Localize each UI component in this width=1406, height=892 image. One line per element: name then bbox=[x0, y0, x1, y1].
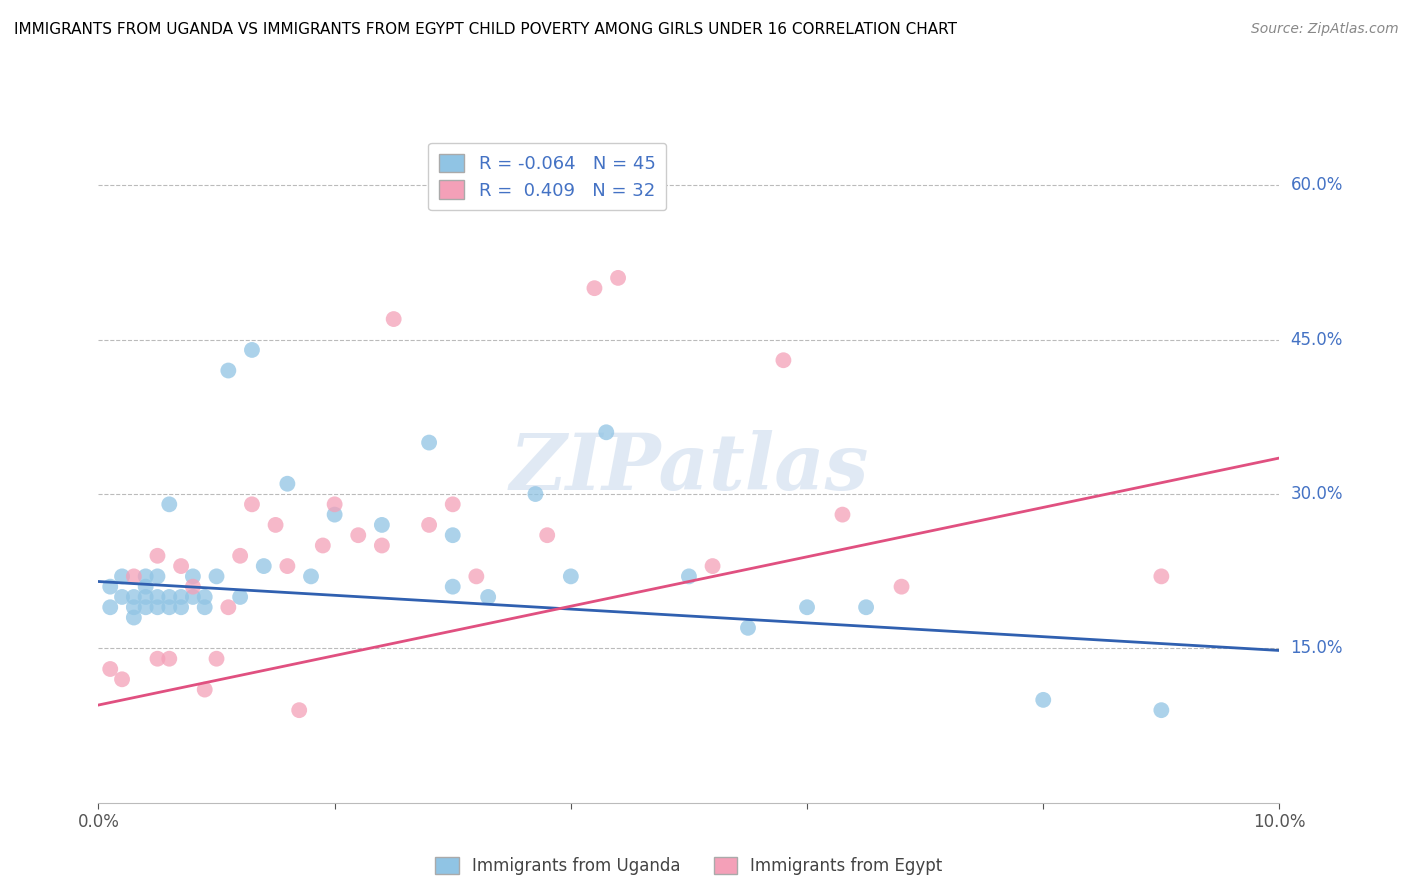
Text: IMMIGRANTS FROM UGANDA VS IMMIGRANTS FROM EGYPT CHILD POVERTY AMONG GIRLS UNDER : IMMIGRANTS FROM UGANDA VS IMMIGRANTS FRO… bbox=[14, 22, 957, 37]
Point bbox=[181, 580, 204, 594]
Text: 15.0%: 15.0% bbox=[1291, 640, 1343, 657]
Point bbox=[157, 600, 180, 615]
Point bbox=[441, 497, 464, 511]
Point bbox=[135, 590, 157, 604]
Point bbox=[135, 580, 157, 594]
Point bbox=[98, 580, 121, 594]
Point bbox=[205, 651, 228, 665]
Point bbox=[157, 590, 180, 604]
Point bbox=[371, 517, 394, 532]
Point bbox=[737, 621, 759, 635]
Point bbox=[194, 682, 217, 697]
Point bbox=[772, 353, 794, 368]
Point bbox=[229, 549, 252, 563]
Point bbox=[312, 539, 335, 553]
Point bbox=[441, 528, 464, 542]
Point bbox=[181, 569, 204, 583]
Point bbox=[170, 590, 193, 604]
Point bbox=[1032, 693, 1054, 707]
Point bbox=[98, 600, 121, 615]
Point bbox=[299, 569, 322, 583]
Point bbox=[205, 569, 228, 583]
Point bbox=[276, 476, 298, 491]
Point bbox=[240, 343, 263, 357]
Point bbox=[323, 508, 346, 522]
Point bbox=[111, 590, 134, 604]
Point bbox=[170, 600, 193, 615]
Point bbox=[607, 271, 630, 285]
Point bbox=[702, 559, 724, 574]
Point bbox=[240, 497, 263, 511]
Point bbox=[855, 600, 877, 615]
Point bbox=[678, 569, 700, 583]
Point bbox=[122, 569, 145, 583]
Point bbox=[536, 528, 558, 542]
Text: 60.0%: 60.0% bbox=[1291, 177, 1343, 194]
Point bbox=[122, 610, 145, 624]
Point bbox=[146, 590, 169, 604]
Point bbox=[98, 662, 121, 676]
Point bbox=[890, 580, 912, 594]
Point bbox=[157, 497, 180, 511]
Point bbox=[217, 600, 239, 615]
Text: 45.0%: 45.0% bbox=[1291, 331, 1343, 349]
Point bbox=[122, 600, 145, 615]
Point bbox=[135, 600, 157, 615]
Point bbox=[146, 600, 169, 615]
Point bbox=[217, 363, 239, 377]
Point bbox=[111, 569, 134, 583]
Point bbox=[323, 497, 346, 511]
Point bbox=[111, 673, 134, 687]
Text: Source: ZipAtlas.com: Source: ZipAtlas.com bbox=[1251, 22, 1399, 37]
Point bbox=[122, 590, 145, 604]
Point bbox=[135, 569, 157, 583]
Point bbox=[170, 559, 193, 574]
Point bbox=[276, 559, 298, 574]
Point bbox=[1150, 703, 1173, 717]
Point bbox=[264, 517, 287, 532]
Point bbox=[831, 508, 853, 522]
Point bbox=[441, 580, 464, 594]
Point bbox=[371, 539, 394, 553]
Point bbox=[418, 517, 440, 532]
Point bbox=[194, 600, 217, 615]
Point bbox=[524, 487, 547, 501]
Point bbox=[595, 425, 617, 440]
Point bbox=[465, 569, 488, 583]
Point bbox=[146, 651, 169, 665]
Point bbox=[146, 569, 169, 583]
Point bbox=[560, 569, 582, 583]
Text: ZIPatlas: ZIPatlas bbox=[509, 430, 869, 507]
Point bbox=[583, 281, 606, 295]
Point bbox=[477, 590, 499, 604]
Point bbox=[1150, 569, 1173, 583]
Point bbox=[181, 590, 204, 604]
Point bbox=[288, 703, 311, 717]
Point bbox=[194, 590, 217, 604]
Point bbox=[796, 600, 818, 615]
Point bbox=[382, 312, 405, 326]
Point bbox=[157, 651, 180, 665]
Point bbox=[229, 590, 252, 604]
Point bbox=[253, 559, 276, 574]
Legend: Immigrants from Uganda, Immigrants from Egypt: Immigrants from Uganda, Immigrants from … bbox=[429, 850, 949, 881]
Point bbox=[347, 528, 370, 542]
Point bbox=[418, 435, 440, 450]
Text: 30.0%: 30.0% bbox=[1291, 485, 1343, 503]
Point bbox=[146, 549, 169, 563]
